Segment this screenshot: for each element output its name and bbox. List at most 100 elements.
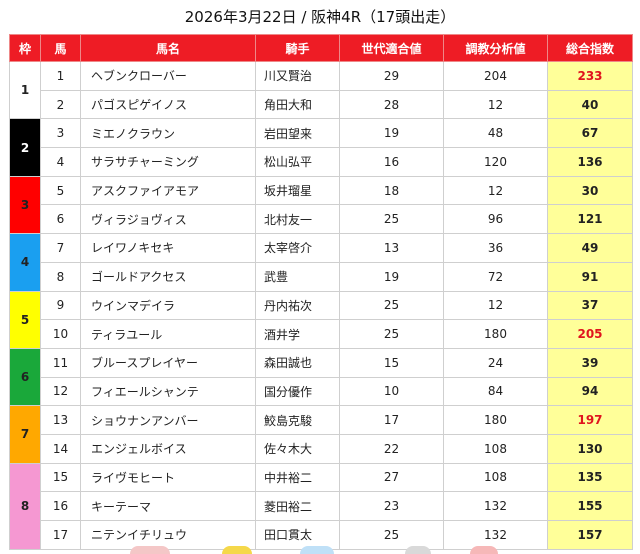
jockey-cell: 川又賢治 [255, 61, 340, 91]
horse-name-cell: キーテーマ [80, 491, 256, 521]
horse-number-cell: 4 [40, 147, 81, 177]
generation-fit-cell: 25 [339, 290, 444, 321]
table-row: 16 キーテーマ 菱田裕二 23 132 155 [10, 491, 633, 521]
training-analysis-cell: 108 [443, 462, 548, 493]
horse-name-cell: サラサチャーミング [80, 147, 256, 177]
total-index-cell: 121 [547, 204, 633, 235]
horse-number-cell: 7 [40, 233, 81, 263]
training-analysis-cell: 204 [443, 61, 548, 91]
jockey-cell: 坂井瑠星 [255, 175, 340, 206]
horse-name-cell: フィエールシャンテ [80, 376, 256, 407]
race-index-table: 枠 馬 馬名 騎手 世代適合値 調教分析値 総合指数 1 1 ヘブンクローバー 川又賢… [9, 34, 633, 550]
training-analysis-cell: 132 [443, 491, 548, 521]
generation-fit-cell: 22 [339, 433, 444, 464]
training-analysis-cell: 72 [443, 261, 548, 292]
total-index-cell: 40 [547, 89, 633, 120]
header-total-index: 総合指数 [547, 34, 633, 62]
table-row: 6 ヴィラジョヴィス 北村友一 25 96 121 [10, 204, 633, 235]
horse-number-cell: 12 [40, 376, 81, 407]
table-row: 7 13 ショウナンアンバー 鮫島克駿 17 180 197 [9, 405, 633, 464]
horse-name-cell: ブルースプレイヤー [80, 347, 256, 378]
horse-name-cell: パゴスピゲイノス [80, 89, 256, 120]
frame-cell: 3 [9, 175, 41, 235]
frame-cell: 5 [9, 290, 41, 349]
training-analysis-cell: 108 [443, 433, 548, 464]
table-row: 1 1 ヘブンクローバー 川又賢治 29 204 233 [9, 60, 633, 120]
header-horse-name: 馬名 [80, 34, 256, 62]
generation-fit-cell: 28 [339, 89, 444, 120]
decoration-blob [130, 546, 170, 554]
jockey-cell: 酒井学 [255, 319, 340, 349]
total-index-cell: 157 [547, 520, 633, 550]
header-jockey: 騎手 [255, 34, 340, 62]
header-uma: 馬 [40, 34, 81, 62]
header-generation-fit: 世代適合値 [339, 34, 444, 62]
horse-number-cell: 8 [40, 261, 81, 292]
table-header-row: 枠 馬 馬名 騎手 世代適合値 調教分析値 総合指数 [9, 34, 633, 62]
decoration-blob [405, 546, 431, 554]
jockey-cell: 松山弘平 [255, 147, 340, 177]
horse-name-cell: ライヴモヒート [80, 462, 256, 493]
jockey-cell: 北村友一 [255, 204, 340, 235]
table-row: 3 5 アスクファイアモア 坂井瑠星 18 12 30 [9, 175, 633, 235]
horse-number-cell: 1 [40, 61, 81, 91]
horse-number-cell: 9 [40, 290, 81, 321]
horse-number-cell: 5 [40, 175, 81, 206]
generation-fit-cell: 16 [339, 147, 444, 177]
training-analysis-cell: 36 [443, 233, 548, 263]
generation-fit-cell: 27 [339, 462, 444, 493]
total-index-cell: 205 [547, 319, 633, 349]
table-row: 17 ニテンイチリュウ 田口貫太 25 132 157 [10, 520, 633, 550]
table-row: 4 サラサチャーミング 松山弘平 16 120 136 [10, 147, 633, 177]
horse-number-cell: 13 [40, 405, 81, 435]
table-row: 8 15 ライヴモヒート 中井裕二 27 108 135 [9, 462, 633, 550]
page-title: 2026年3月22日 / 阪神4R（17頭出走） [184, 8, 456, 26]
training-analysis-cell: 12 [443, 290, 548, 321]
jockey-cell: 角田大和 [255, 89, 340, 120]
jockey-cell: 森田誠也 [255, 347, 340, 378]
table-row: 2 3 ミエノクラウン 岩田望来 19 48 67 [9, 118, 633, 177]
training-analysis-cell: 84 [443, 376, 548, 407]
jockey-cell: 田口貫太 [255, 520, 340, 550]
horse-name-cell: ヘブンクローバー [80, 61, 256, 91]
horse-number-cell: 3 [40, 118, 81, 149]
frame-cell: 4 [9, 233, 41, 292]
generation-fit-cell: 18 [339, 175, 444, 206]
total-index-cell: 155 [547, 491, 633, 521]
horse-number-cell: 2 [40, 89, 81, 120]
training-analysis-cell: 24 [443, 347, 548, 378]
table-row: 10 ティラユール 酒井学 25 180 205 [10, 319, 633, 349]
generation-fit-cell: 25 [339, 319, 444, 349]
generation-fit-cell: 25 [339, 520, 444, 550]
horse-name-cell: レイワノキセキ [80, 233, 256, 263]
horse-number-cell: 6 [40, 204, 81, 235]
generation-fit-cell: 15 [339, 347, 444, 378]
total-index-cell: 197 [547, 405, 633, 435]
table-body: 1 1 ヘブンクローバー 川又賢治 29 204 233 2 パゴスピゲイノス 角田大和 28 12 4… [9, 60, 633, 550]
total-index-cell: 67 [547, 118, 633, 149]
horse-name-cell: ヴィラジョヴィス [80, 204, 256, 235]
generation-fit-cell: 19 [339, 261, 444, 292]
table-row: 8 ゴールドアクセス 武豊 19 72 91 [10, 261, 633, 292]
generation-fit-cell: 19 [339, 118, 444, 149]
frame-cell: 2 [9, 118, 41, 177]
jockey-cell: 国分優作 [255, 376, 340, 407]
horse-number-cell: 16 [40, 491, 81, 521]
jockey-cell: 太宰啓介 [255, 233, 340, 263]
total-index-cell: 136 [547, 147, 633, 177]
header-waku: 枠 [9, 34, 41, 62]
horse-number-cell: 11 [40, 347, 81, 378]
generation-fit-cell: 23 [339, 491, 444, 521]
jockey-cell: 鮫島克駿 [255, 405, 340, 435]
horse-name-cell: アスクファイアモア [80, 175, 256, 206]
decoration-blob [470, 546, 498, 554]
total-index-cell: 91 [547, 261, 633, 292]
frame-cell: 8 [9, 462, 41, 550]
horse-number-cell: 15 [40, 462, 81, 493]
generation-fit-cell: 13 [339, 233, 444, 263]
jockey-cell: 丹内祐次 [255, 290, 340, 321]
generation-fit-cell: 25 [339, 204, 444, 235]
jockey-cell: 武豊 [255, 261, 340, 292]
horse-name-cell: ゴールドアクセス [80, 261, 256, 292]
jockey-cell: 佐々木大 [255, 433, 340, 464]
